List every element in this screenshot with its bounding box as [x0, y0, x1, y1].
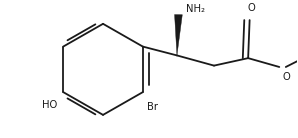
Text: O: O	[283, 72, 291, 82]
Polygon shape	[175, 15, 182, 55]
Text: HO: HO	[42, 100, 57, 110]
Text: NH₂: NH₂	[186, 4, 205, 14]
Text: Br: Br	[147, 102, 158, 112]
Text: O: O	[247, 3, 255, 13]
